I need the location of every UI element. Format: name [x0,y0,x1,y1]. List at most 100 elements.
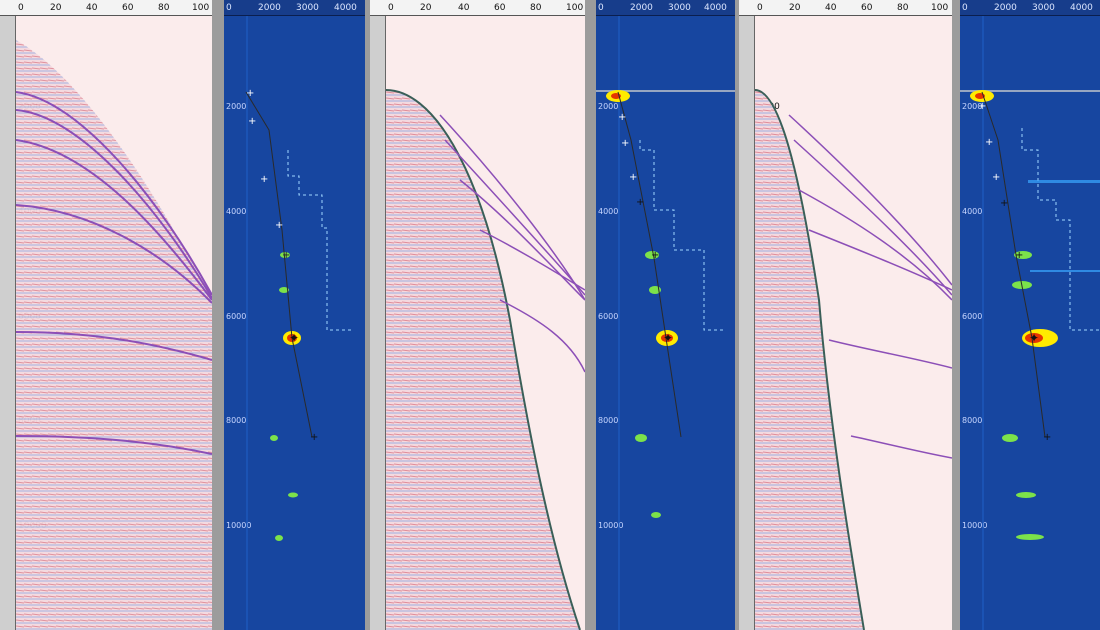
velocity-tick-label: 2000 [258,3,281,13]
svg-text:+: + [636,197,644,208]
svg-text:+: + [992,172,1000,183]
time-tick-label: 4000 [226,207,247,216]
time-tick-label: 8000 [757,416,780,426]
velocity-tick-label: 2000 [994,3,1017,13]
offset-tick-label: 100 [931,3,949,13]
time-tick-label: 4000 [18,207,41,217]
svg-text:+: + [651,250,659,261]
svg-text:+: + [260,174,268,185]
offset-tick-label: 60 [494,3,506,13]
time-tick-label: 8000 [598,416,619,425]
svg-text:+: + [310,432,318,443]
svg-text:+: + [282,250,290,261]
velocity-tick-label: 4000 [334,3,357,13]
gather-panel-2[interactable]: 0 20 40 60 80 100 2000 4000 6000 8000 10… [370,0,585,630]
velocity-tick-label: 0 [226,3,232,13]
time-tick-label: 2000 [962,102,983,111]
offset-tick-label: 100 [192,3,210,13]
svg-text:✦: ✦ [289,331,299,345]
svg-text:+: + [1043,432,1051,443]
gather-panel-3[interactable]: 0 20 40 60 80 100 2000 4000 6000 8000 10… [739,0,952,630]
time-tick-label: 6000 [388,312,411,322]
time-tick-label: 2000 [226,102,247,111]
offset-tick-label: 20 [50,3,62,13]
offset-axis: 0 20 40 60 80 100 [739,0,952,16]
time-tick-label: 10000 [388,521,417,531]
velocity-tick-label: 3000 [668,3,691,13]
offset-tick-label: 0 [18,3,24,13]
time-tick-label: 10000 [757,521,786,531]
panel-separator [952,0,960,630]
time-tick-label: 4000 [598,207,619,216]
velocity-tick-label: 4000 [1070,3,1093,13]
offset-tick-label: 80 [158,3,170,13]
svg-text:+: + [248,116,256,127]
time-axis [370,16,386,630]
offset-tick-label: 60 [861,3,873,13]
time-tick-label: 2000 [18,102,41,112]
offset-axis: 0 20 40 60 80 100 [0,0,212,16]
offset-tick-label: 40 [458,3,470,13]
velocity-axis: 0 2000 3000 4000 [960,0,1100,16]
time-tick-label: 10000 [226,521,252,530]
velocity-tick-label: 3000 [1032,3,1055,13]
panel-separator [735,0,739,630]
svg-text:+: + [985,137,993,148]
time-tick-label: 4000 [962,207,983,216]
time-axis [739,16,755,630]
time-tick-label: 6000 [226,312,247,321]
panel-separator [585,0,596,630]
time-tick-label: 2000 [757,102,780,112]
offset-tick-label: 80 [530,3,542,13]
time-tick-label: 10000 [18,521,47,531]
time-tick-label: 2000 [598,102,619,111]
velocity-tick-label: 0 [598,3,604,13]
offset-tick-label: 0 [388,3,394,13]
time-tick-label: 8000 [962,416,983,425]
time-tick-label: 8000 [388,416,411,426]
svg-text:+: + [621,138,629,149]
svg-text:+: + [1015,250,1023,261]
velocity-tick-label: 2000 [630,3,653,13]
time-tick-label: 4000 [388,207,411,217]
time-tick-label: 6000 [962,312,983,321]
time-tick-label: 8000 [18,416,41,426]
time-tick-label: 10000 [598,521,624,530]
offset-tick-label: 40 [86,3,98,13]
semblance-panel-3[interactable]: 0 2000 3000 4000 2000 4000 6000 8000 100… [960,0,1100,630]
offset-tick-label: 80 [897,3,909,13]
offset-axis: 0 20 40 60 80 100 [370,0,585,16]
offset-tick-label: 60 [122,3,134,13]
semblance-panel-1[interactable]: 0 2000 3000 4000 2000 4000 6000 8000 100… [224,0,365,630]
time-tick-label: 6000 [757,312,780,322]
velocity-axis: 0 2000 3000 4000 [596,0,735,16]
time-tick-label: 2000 [388,102,411,112]
offset-tick-label: 20 [420,3,432,13]
time-axis [0,16,16,630]
svg-text:✦: ✦ [1029,331,1039,345]
panel-separator [212,0,224,630]
time-tick-label: 10000 [962,521,988,530]
velocity-tick-label: 0 [962,3,968,13]
time-tick-label: 4000 [757,207,780,217]
panel-separator [365,0,370,630]
svg-text:+: + [246,88,254,99]
velocity-tick-label: 3000 [296,3,319,13]
svg-text:✦: ✦ [663,331,673,345]
offset-tick-label: 20 [789,3,801,13]
time-tick-label: 6000 [18,312,41,322]
semblance-panel-2[interactable]: 0 2000 3000 4000 2000 4000 6000 8000 100… [596,0,735,630]
svg-text:+: + [618,112,626,123]
time-tick-label: 6000 [598,312,619,321]
svg-text:+: + [629,172,637,183]
gather-panel-1[interactable]: 0 20 40 60 80 100 2000 4000 6000 8000 10… [0,0,212,630]
velocity-tick-label: 4000 [704,3,727,13]
velocity-axis: 0 2000 3000 4000 [224,0,365,16]
time-tick-label: 8000 [226,416,247,425]
offset-tick-label: 100 [566,3,584,13]
offset-tick-label: 0 [757,3,763,13]
svg-text:+: + [1000,198,1008,209]
svg-text:+: + [275,220,283,231]
offset-tick-label: 40 [825,3,837,13]
